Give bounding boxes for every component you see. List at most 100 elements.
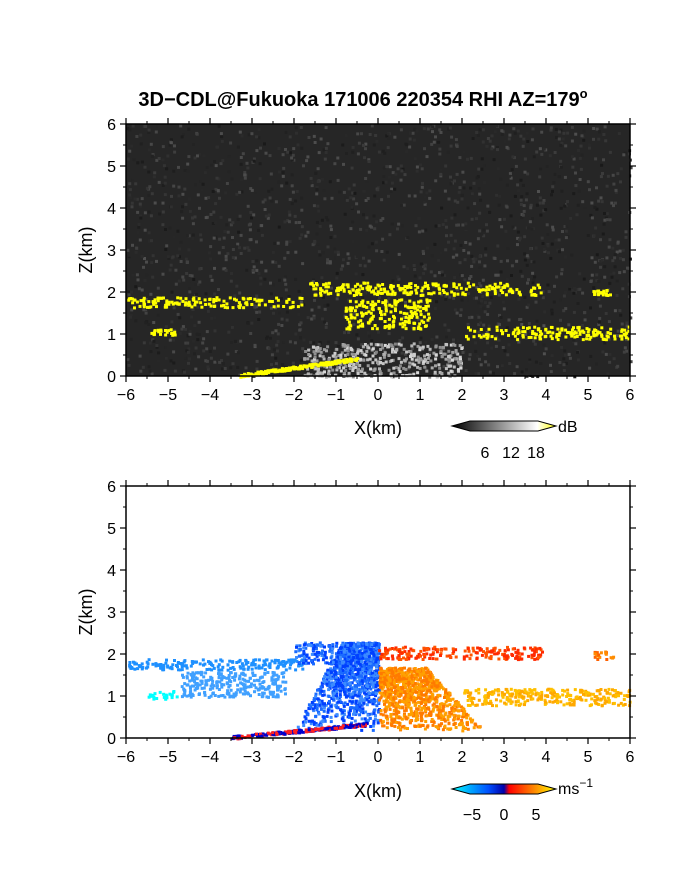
velocity-cell [241, 664, 245, 668]
noise-speck [356, 337, 360, 341]
noise-speck [453, 179, 456, 183]
noise-speck [606, 372, 610, 376]
noise-speck [225, 223, 229, 227]
noise-speck [326, 218, 330, 222]
noise-speck [588, 188, 591, 192]
velocity-cell [361, 656, 364, 660]
echo-cell [184, 301, 188, 305]
noise-speck [601, 350, 605, 354]
noise-speck [564, 144, 568, 148]
noise-speck [447, 197, 451, 201]
noise-speck [541, 201, 545, 205]
echo-cell [167, 329, 171, 333]
noise-speck [490, 147, 494, 151]
velocity-cell [294, 668, 298, 672]
velocity-cell [152, 695, 156, 699]
noise-speck [235, 192, 239, 196]
noise-speck [456, 200, 460, 204]
echo-cell [349, 362, 353, 365]
noise-speck [361, 273, 365, 277]
noise-speck [285, 242, 289, 246]
velocity-cell [374, 685, 378, 689]
velocity-cell [273, 661, 277, 665]
echo-cell [620, 337, 624, 341]
colorbar-unit-reflectivity: dB [558, 419, 578, 436]
noise-speck [271, 331, 275, 335]
noise-speck [223, 367, 227, 370]
echo-cell [152, 300, 156, 304]
noise-speck [575, 340, 579, 344]
velocity-cell [140, 662, 144, 666]
noise-speck [173, 369, 177, 373]
noise-speck [597, 297, 601, 301]
echo-cell [422, 320, 426, 324]
echo-cell [516, 326, 520, 330]
echo-cell [287, 366, 291, 370]
noise-speck [181, 275, 185, 279]
velocity-cell [247, 685, 251, 689]
noise-speck [155, 124, 159, 128]
echo-cell [402, 291, 406, 295]
velocity-cell [260, 675, 264, 679]
echo-cell [364, 353, 368, 357]
velocity-cell [263, 687, 267, 691]
velocity-cell [203, 691, 207, 695]
noise-speck [520, 195, 524, 199]
echo-cell [207, 302, 211, 306]
echo-cell [242, 297, 246, 301]
echo-cell [162, 296, 165, 300]
echo-cell [504, 329, 508, 332]
noise-speck [595, 362, 598, 366]
noise-speck [302, 153, 306, 157]
velocity-cell [277, 675, 281, 679]
noise-speck [616, 240, 620, 244]
echo-cell [399, 310, 403, 314]
noise-speck [433, 307, 437, 310]
noise-speck [155, 158, 159, 162]
echo-cell [215, 296, 219, 300]
noise-speck [401, 224, 405, 228]
noise-speck [128, 193, 132, 197]
noise-speck [205, 330, 209, 334]
echo-cell [594, 329, 598, 332]
noise-speck [352, 183, 356, 187]
velocity-cell [375, 646, 379, 650]
echo-cell [544, 334, 548, 338]
velocity-cell [180, 695, 184, 699]
noise-speck [608, 238, 612, 242]
velocity-cell [361, 711, 365, 715]
echo-cell [521, 333, 525, 337]
echo-cell [354, 300, 358, 304]
velocity-cell [192, 678, 196, 682]
echo-cell [423, 365, 427, 369]
echo-cell [360, 369, 364, 373]
noise-speck [243, 171, 247, 174]
noise-speck [236, 365, 240, 369]
echo-cell [356, 348, 360, 352]
noise-speck [172, 338, 175, 342]
echo-cell [276, 304, 280, 308]
velocity-cell [300, 663, 304, 667]
noise-speck [476, 133, 480, 137]
echo-cell [473, 329, 477, 333]
echo-cell [512, 330, 516, 334]
echo-cell [379, 309, 383, 313]
echo-cell [356, 360, 359, 364]
velocity-cell [347, 692, 351, 696]
echo-cell [456, 360, 460, 364]
noise-speck [342, 162, 345, 166]
velocity-cell [229, 671, 233, 675]
velocity-cell [372, 711, 376, 715]
noise-speck [419, 163, 422, 167]
velocity-cell [381, 724, 385, 728]
echo-cell [300, 303, 304, 307]
echo-cell [613, 334, 616, 338]
noise-speck [209, 245, 213, 249]
noise-speck [129, 315, 133, 319]
noise-speck [417, 217, 421, 220]
noise-speck [364, 177, 368, 180]
noise-speck [378, 296, 382, 299]
noise-speck [480, 299, 483, 303]
velocity-cell [281, 680, 285, 684]
